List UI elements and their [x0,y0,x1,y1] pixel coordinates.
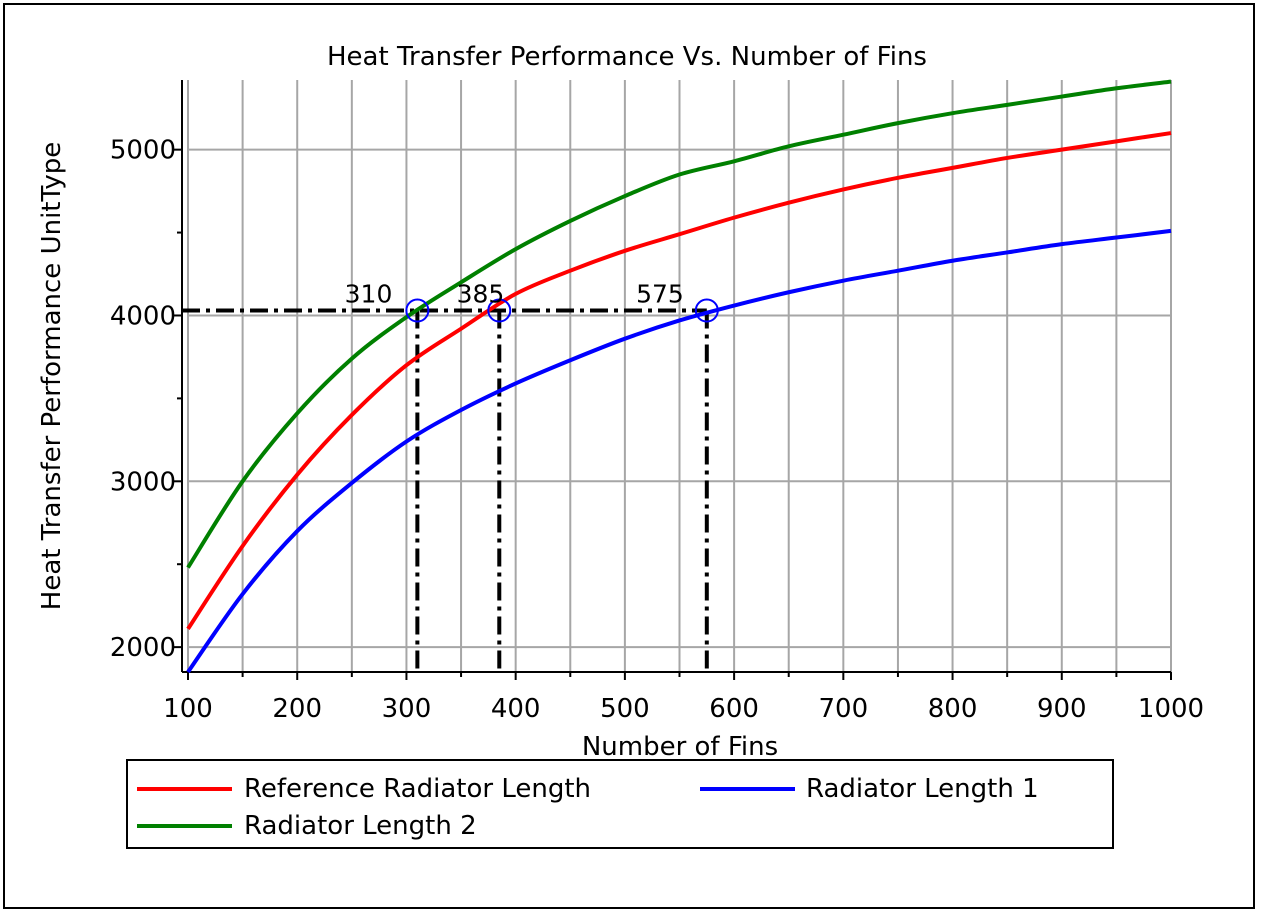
y-tick-label: 2000 [110,633,176,663]
x-axis-title: Number of Fins [582,732,778,762]
reference-lines [182,308,709,672]
annotation-label: 385 [457,279,505,308]
annotations: 310 385 575 [345,279,719,323]
x-tick-label: 300 [382,694,432,724]
legend-label-length-1: Radiator Length 1 [806,774,1039,804]
annotation-marker [405,298,430,323]
x-tick-label: 600 [709,694,759,724]
x-tick-label: 800 [928,694,978,724]
series-line-0 [186,131,1172,630]
legend-label-length-2: Radiator Length 2 [244,811,477,841]
chart-title: Heat Transfer Performance Vs. Number of … [327,42,927,72]
y-tick-label: 5000 [110,136,176,166]
x-tick-label: 400 [491,694,541,724]
series-line-2 [186,79,1172,569]
x-tick-label: 700 [819,694,869,724]
x-tick-label: 900 [1037,694,1087,724]
x-tick-label: 1000 [1138,694,1204,724]
chart-frame [3,3,1255,909]
legend: Reference Radiator Length Radiator Lengt… [126,759,1114,849]
annotation-label: 575 [636,279,684,308]
y-tick-label: 3000 [110,467,176,497]
y-axis-title: Heat Transfer Performance UnitType [37,142,67,610]
x-tick-label: 500 [600,694,650,724]
y-tick-label: 4000 [110,301,176,331]
legend-box [126,759,1114,849]
annotation-marker [487,298,512,323]
axes: 100 200 300 400 500 600 700 800 900 1000 2000 3000 4… [110,80,1204,724]
legend-label-reference: Reference Radiator Length [244,774,591,804]
series-line-1 [186,228,1172,674]
x-tick-label: 100 [163,694,213,724]
annotation-marker [694,298,719,323]
x-tick-label: 200 [272,694,322,724]
series-lines [186,79,1172,674]
annotation-label: 310 [345,279,393,308]
